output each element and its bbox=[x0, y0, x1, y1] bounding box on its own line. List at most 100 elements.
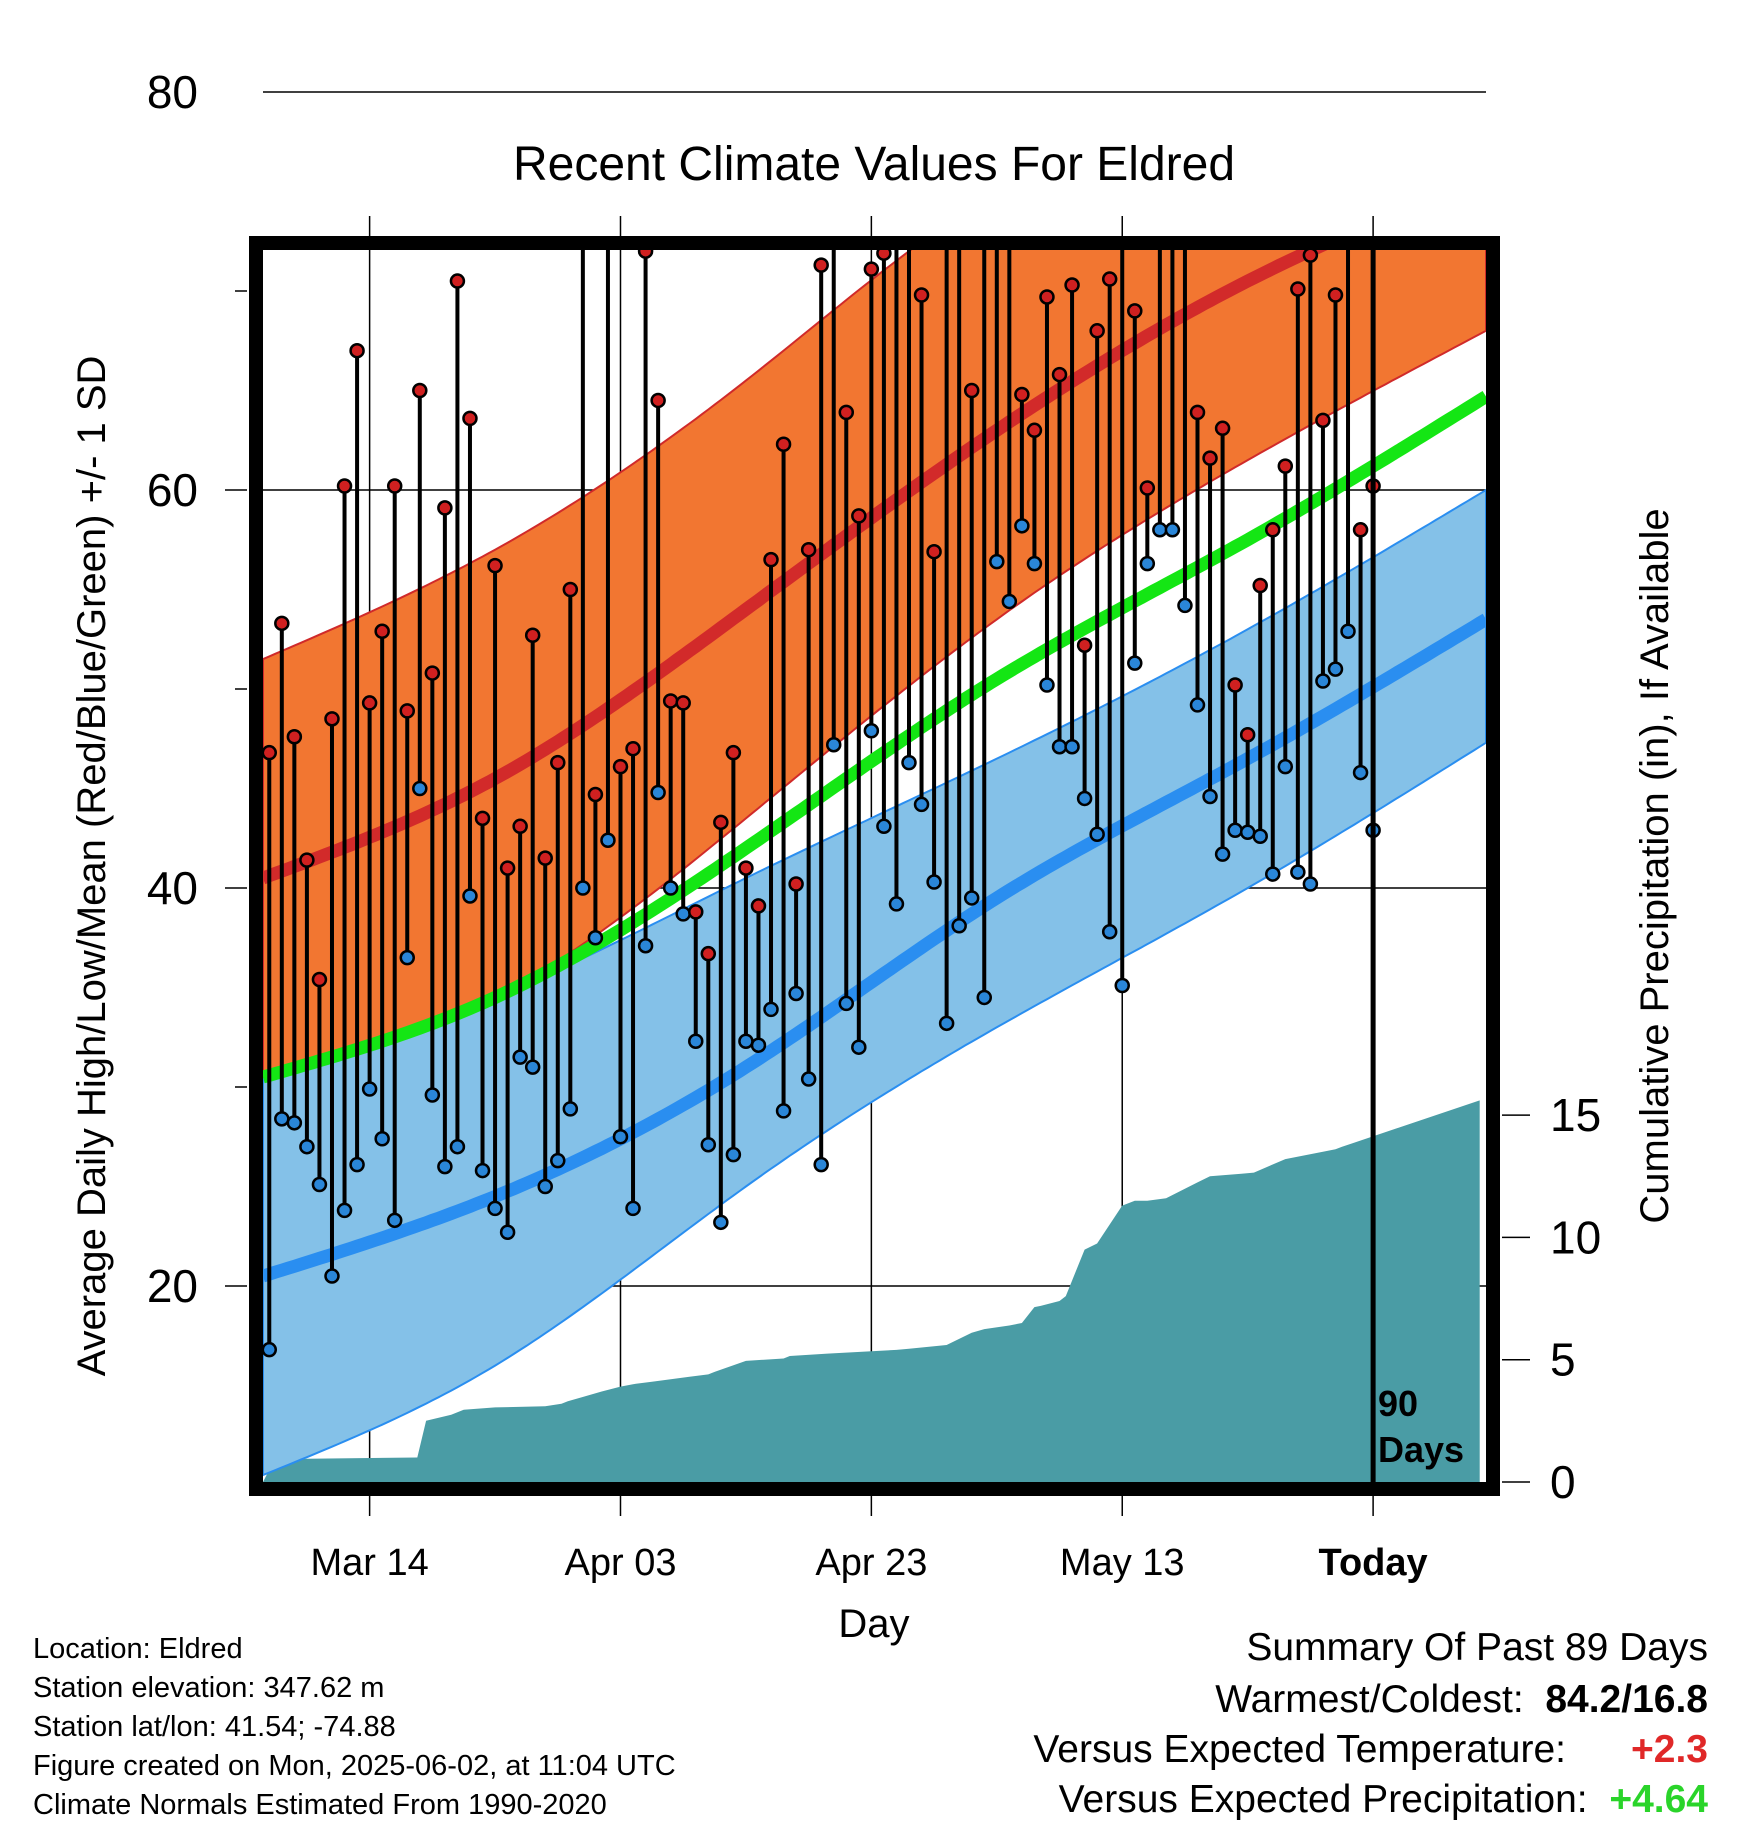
daily-high-point bbox=[1026, 422, 1043, 439]
daily-low-point bbox=[487, 1200, 503, 1217]
daily-high-point bbox=[1076, 637, 1093, 653]
daily-high-point bbox=[1302, 250, 1319, 263]
daily-high-point bbox=[437, 500, 453, 516]
daily-high-point bbox=[827, 2, 840, 15]
daily-low-point bbox=[399, 949, 416, 966]
daily-high-point bbox=[675, 695, 691, 711]
warmest-label: Warmest/Coldest: bbox=[1215, 1678, 1524, 1721]
daily-high-point bbox=[1352, 522, 1369, 538]
daily-low-point bbox=[951, 918, 967, 934]
info-latlon: Station lat/lon: 41.54; -74.88 bbox=[33, 1711, 396, 1743]
daily-low-point bbox=[788, 985, 804, 1002]
daily-high-point bbox=[612, 758, 629, 775]
daily-high-point bbox=[1214, 420, 1231, 437]
daily-high-point bbox=[1327, 287, 1344, 303]
daily-high-point bbox=[800, 541, 817, 558]
daily-high-point bbox=[349, 342, 365, 359]
daily-high-point bbox=[537, 850, 553, 866]
daily-low-point bbox=[1189, 697, 1206, 713]
daily-low-point bbox=[1252, 828, 1268, 845]
daily-low-point bbox=[550, 1152, 566, 1169]
today-days-unit: Days bbox=[1378, 1429, 1464, 1470]
daily-low-point bbox=[851, 1039, 867, 1055]
daily-high-point bbox=[1089, 323, 1105, 339]
daily-high-point bbox=[587, 786, 604, 803]
daily-high-point bbox=[1227, 677, 1243, 693]
daily-low-point bbox=[612, 1129, 629, 1145]
daily-high-point bbox=[1315, 412, 1331, 429]
summary-title-text: Summary Of Past 89 Days bbox=[1246, 1626, 1708, 1669]
daily-low-point bbox=[1265, 866, 1281, 882]
summary-warmest: Warmest/Coldest: 84.2/16.8 bbox=[1215, 1680, 1708, 1719]
daily-low-point bbox=[1114, 977, 1130, 994]
daily-high-point bbox=[374, 623, 390, 640]
daily-high-point bbox=[1265, 522, 1281, 538]
daily-low-point bbox=[474, 1162, 491, 1179]
y-tick-label: 80 bbox=[147, 66, 198, 118]
low-normal-line bbox=[263, 613, 1486, 1283]
daily-low-point bbox=[1239, 824, 1256, 841]
today-days-count: 90 bbox=[1378, 1383, 1418, 1424]
info-normals: Climate Normals Estimated From 1990-2020 bbox=[33, 1789, 607, 1821]
daily-low-point bbox=[274, 1111, 290, 1127]
daily-high-point bbox=[274, 615, 290, 632]
daily-low-point bbox=[587, 930, 604, 946]
daily-high-point bbox=[1051, 366, 1068, 383]
daily-high-point bbox=[1014, 386, 1030, 403]
daily-high-point bbox=[462, 410, 478, 427]
daily-low-point bbox=[876, 818, 892, 835]
daily-low-point bbox=[775, 1103, 792, 1119]
daily-low-point bbox=[738, 1033, 754, 1049]
plot-frame bbox=[249, 236, 1500, 1496]
daily-low-point bbox=[713, 1214, 729, 1231]
daily-low-point bbox=[700, 1136, 717, 1153]
daily-high-point bbox=[838, 404, 855, 421]
daily-low-point bbox=[437, 1158, 453, 1175]
daily-low-point bbox=[888, 896, 905, 912]
daily-low-point bbox=[1290, 864, 1306, 880]
daily-low-point bbox=[512, 1049, 528, 1065]
daily-high-point bbox=[1139, 480, 1156, 496]
y2-axis-label: Cumulative Precipitation (in), If Availa… bbox=[1633, 508, 1677, 1223]
daily-low-point bbox=[524, 1059, 541, 1075]
daily-low-point bbox=[286, 1115, 303, 1131]
y-axis-label: Average Daily High/Low/Mean (Red/Blue/Gr… bbox=[70, 356, 114, 1377]
daily-low-point bbox=[1039, 677, 1055, 693]
daily-high-point bbox=[474, 810, 491, 827]
daily-low-point bbox=[938, 1015, 955, 1032]
daily-low-point bbox=[1127, 655, 1143, 671]
daily-low-point bbox=[1101, 924, 1118, 940]
daily-high-point bbox=[512, 818, 528, 835]
y2-tick-label: 5 bbox=[1550, 1334, 1576, 1386]
summary-precip: Versus Expected Precipitation: +4.64 bbox=[1059, 1780, 1708, 1819]
daily-high-point bbox=[1127, 303, 1143, 319]
daily-high-point bbox=[449, 273, 466, 289]
daily-low-point bbox=[763, 1001, 779, 1018]
daily-low-point bbox=[1177, 597, 1193, 614]
daily-low-point bbox=[838, 995, 855, 1012]
daily-high-point bbox=[1003, 221, 1016, 234]
x-axis-label: Day bbox=[838, 1602, 909, 1646]
daily-high-point bbox=[263, 744, 278, 761]
daily-high-point bbox=[1153, 221, 1166, 234]
y-tick-label: 20 bbox=[147, 1260, 198, 1312]
daily-high-point bbox=[424, 665, 441, 681]
daily-low-point bbox=[263, 1341, 278, 1358]
daily-low-point bbox=[1089, 826, 1105, 843]
daily-high-point bbox=[1178, 58, 1191, 71]
daily-low-point bbox=[1064, 738, 1080, 755]
daily-high-point bbox=[1064, 277, 1080, 293]
daily-high-point bbox=[324, 711, 340, 727]
mean-normal-line bbox=[263, 390, 1486, 1084]
daily-low-point bbox=[449, 1138, 466, 1155]
x-tick-label: Mar 14 bbox=[310, 1542, 428, 1584]
daily-low-point bbox=[1302, 876, 1319, 892]
daily-low-point bbox=[361, 1081, 378, 1097]
daily-high-point bbox=[990, 76, 1003, 89]
daily-high-point bbox=[863, 261, 880, 277]
daily-high-point bbox=[637, 250, 654, 259]
x-tick-label: May 13 bbox=[1060, 1542, 1185, 1584]
daily-low-point bbox=[1152, 522, 1168, 538]
daily-high-point bbox=[412, 382, 428, 399]
daily-low-point bbox=[499, 1224, 516, 1241]
